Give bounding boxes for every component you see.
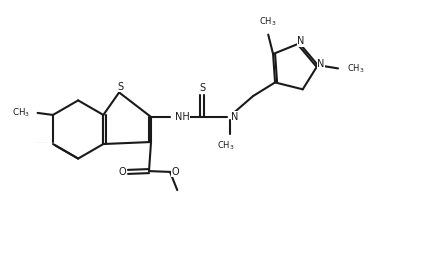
Text: O: O	[119, 167, 126, 177]
Text: S: S	[118, 82, 124, 92]
Text: CH$_3$: CH$_3$	[346, 62, 364, 75]
Text: CH$_3$: CH$_3$	[259, 16, 276, 28]
Text: S: S	[199, 83, 205, 93]
Text: CH$_3$: CH$_3$	[12, 107, 30, 119]
Text: O: O	[171, 167, 179, 177]
Text: N: N	[317, 59, 324, 69]
Text: NH: NH	[175, 112, 189, 122]
Text: N: N	[296, 36, 304, 46]
Text: CH$_3$: CH$_3$	[216, 140, 234, 153]
Text: N: N	[231, 112, 238, 122]
